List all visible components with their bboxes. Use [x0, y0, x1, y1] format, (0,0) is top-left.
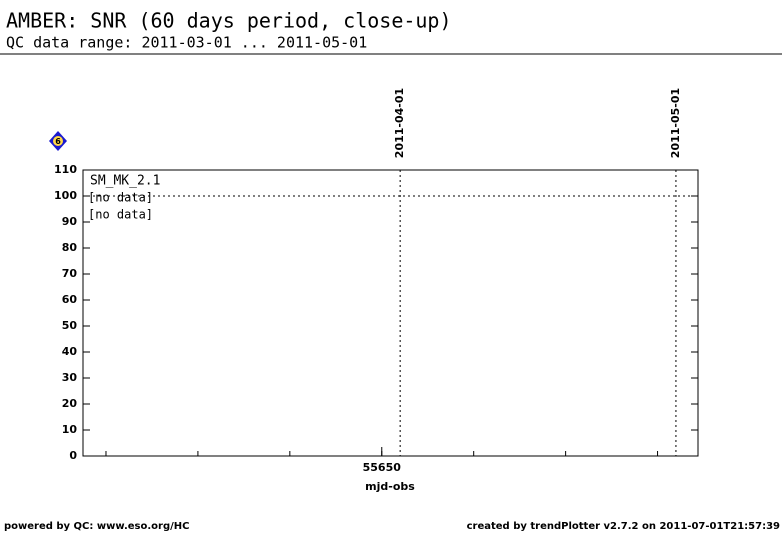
y-tick-label: 110 [54, 163, 77, 176]
y-tick-label: 50 [62, 319, 78, 332]
y-tick-label: 90 [62, 215, 78, 228]
annotation: [no data] [88, 208, 153, 222]
footer-right: created by trendPlotter v2.7.2 on 2011-0… [467, 521, 780, 532]
badge-label: 6 [55, 137, 61, 146]
badge-circle [53, 136, 63, 146]
y-tick-label: 60 [62, 293, 78, 306]
y-tick-label: 40 [62, 345, 78, 358]
date-marker-label: 2011-05-01 [669, 88, 682, 158]
y-tick-label: 100 [54, 189, 77, 202]
plot-frame [82, 169, 699, 457]
x-tick-label: 55650 [363, 461, 402, 474]
y-tick-label: 10 [62, 423, 78, 436]
legend-label: SM_MK_2.1 [90, 174, 160, 189]
y-tick-label: 0 [69, 449, 77, 462]
footer-left: powered by QC: www.eso.org/HC [4, 521, 189, 532]
chart-title: AMBER: SNR (60 days period, close-up) [6, 9, 452, 33]
date-marker-label: 2011-04-01 [393, 88, 406, 158]
chart-subtitle: QC data range: 2011-03-01 ... 2011-05-01 [6, 34, 367, 52]
annotation: [no data] [88, 191, 153, 205]
x-axis-label: mjd-obs [365, 480, 415, 493]
y-tick-label: 20 [62, 397, 78, 410]
y-tick-label: 70 [62, 267, 78, 280]
y-tick-label: 80 [62, 241, 78, 254]
y-tick-label: 30 [62, 371, 78, 384]
